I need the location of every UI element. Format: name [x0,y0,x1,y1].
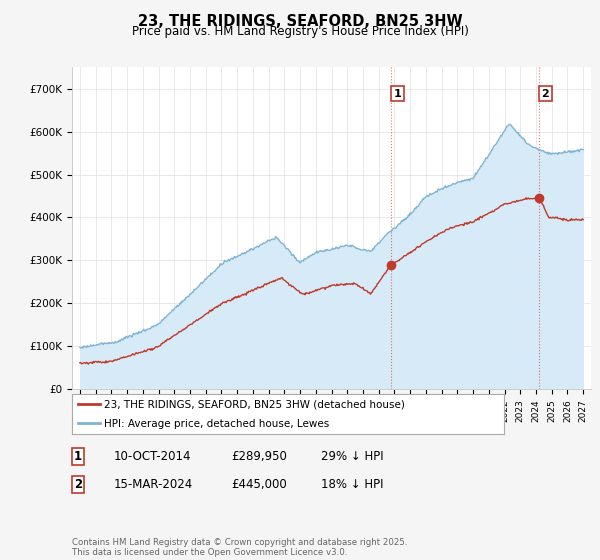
Text: 1: 1 [74,450,82,463]
Text: 1: 1 [394,88,401,99]
Text: HPI: Average price, detached house, Lewes: HPI: Average price, detached house, Lewe… [104,418,329,428]
Text: 23, THE RIDINGS, SEAFORD, BN25 3HW: 23, THE RIDINGS, SEAFORD, BN25 3HW [137,14,463,29]
Text: 15-MAR-2024: 15-MAR-2024 [114,478,193,491]
Text: Contains HM Land Registry data © Crown copyright and database right 2025.
This d: Contains HM Land Registry data © Crown c… [72,538,407,557]
Text: 18% ↓ HPI: 18% ↓ HPI [321,478,383,491]
Text: 23, THE RIDINGS, SEAFORD, BN25 3HW (detached house): 23, THE RIDINGS, SEAFORD, BN25 3HW (deta… [104,400,405,409]
Text: 29% ↓ HPI: 29% ↓ HPI [321,450,383,463]
Text: £289,950: £289,950 [231,450,287,463]
Text: 2: 2 [74,478,82,491]
Text: £445,000: £445,000 [231,478,287,491]
Text: Price paid vs. HM Land Registry's House Price Index (HPI): Price paid vs. HM Land Registry's House … [131,25,469,38]
Text: 2: 2 [542,88,550,99]
Text: 10-OCT-2014: 10-OCT-2014 [114,450,191,463]
